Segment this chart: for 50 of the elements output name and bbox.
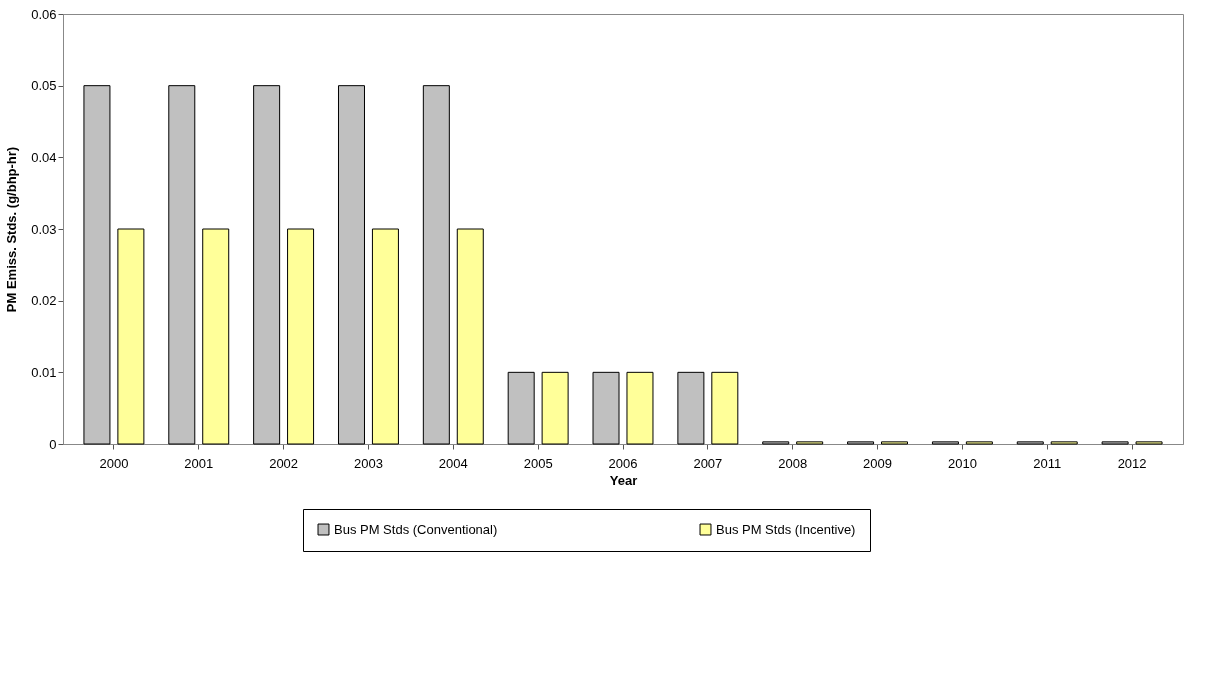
bar — [762, 441, 790, 445]
y-tick-label: 0.03 — [31, 221, 57, 237]
bar — [847, 441, 875, 445]
x-tick-label: 2012 — [1117, 455, 1147, 471]
x-tick-label: 2006 — [608, 455, 638, 471]
bar — [337, 85, 365, 445]
x-tick-label: 2005 — [523, 455, 553, 471]
x-tick-label: 2007 — [693, 455, 723, 471]
bar — [881, 441, 909, 445]
bar — [1135, 441, 1163, 445]
legend-label: Bus PM Stds (Conventional) — [334, 521, 498, 537]
bar — [202, 228, 230, 445]
bar — [287, 228, 315, 445]
y-tick-label: 0.05 — [31, 78, 57, 94]
bar — [1101, 441, 1129, 445]
bar — [507, 371, 535, 445]
x-tick-label: 2009 — [863, 455, 893, 471]
bar — [677, 371, 705, 445]
y-tick-label: 0 — [49, 436, 57, 452]
y-tick-label: 0.01 — [31, 364, 57, 380]
x-tick-label: 2004 — [438, 455, 468, 471]
x-tick-label: 2010 — [947, 455, 977, 471]
x-tick-label: 2002 — [269, 455, 299, 471]
bar — [931, 441, 959, 445]
bar — [83, 85, 111, 445]
bar — [711, 371, 739, 445]
bar — [1050, 441, 1078, 445]
bar — [541, 371, 569, 445]
bar — [253, 85, 281, 445]
bar — [422, 85, 450, 445]
x-axis-title: Year — [609, 472, 638, 488]
bar — [117, 228, 145, 445]
bar — [456, 228, 484, 445]
x-tick-label: 2001 — [184, 455, 214, 471]
y-tick-label: 0.02 — [31, 293, 57, 309]
y-tick-label: 0.04 — [31, 149, 57, 165]
bar — [168, 85, 196, 445]
y-axis-title: PM Emiss. Stds. (g/bhp-hr) — [4, 146, 20, 313]
bar — [796, 441, 824, 445]
bar — [965, 441, 993, 445]
x-tick-label: 2011 — [1033, 455, 1062, 471]
x-tick-label: 2003 — [353, 455, 383, 471]
legend-label: Bus PM Stds (Incentive) — [716, 521, 856, 537]
bar — [371, 228, 399, 445]
y-tick-label: 0.06 — [31, 6, 57, 22]
x-tick-label: 2000 — [99, 455, 129, 471]
x-tick-label: 2008 — [778, 455, 808, 471]
bar — [626, 371, 654, 445]
bar — [1016, 441, 1044, 445]
bar — [592, 371, 620, 445]
